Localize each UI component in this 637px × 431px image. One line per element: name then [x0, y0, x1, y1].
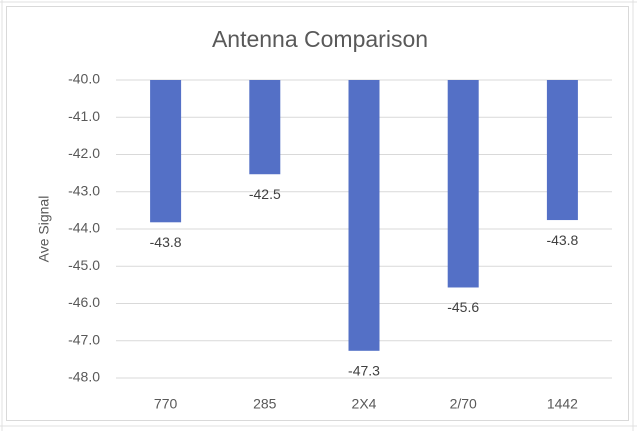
- bar: [150, 80, 182, 223]
- data-label: -45.6: [447, 299, 479, 315]
- y-tick-label: -44.0: [68, 220, 100, 236]
- bar: [348, 80, 380, 351]
- x-tick-label: 285: [253, 396, 277, 412]
- y-tick-label: -45.0: [68, 257, 100, 273]
- chart-title: Antenna Comparison: [212, 26, 428, 52]
- x-tick-label: 2X4: [352, 396, 377, 412]
- y-axis-title: Ave Signal: [36, 196, 52, 263]
- y-tick-label: -47.0: [68, 331, 100, 347]
- y-tick-label: -48.0: [68, 369, 100, 385]
- data-label: -42.5: [249, 186, 281, 202]
- y-tick-label: -40.0: [68, 71, 100, 87]
- y-tick-label: -46.0: [68, 294, 100, 310]
- bar: [447, 80, 479, 288]
- bar: [546, 80, 578, 221]
- y-tick-label: -43.0: [68, 182, 100, 198]
- data-label: -47.3: [348, 363, 380, 379]
- y-tick-label: -41.0: [68, 108, 100, 124]
- x-tick-label: 2/70: [450, 396, 477, 412]
- data-label: -43.8: [546, 232, 578, 248]
- chart-area: [6, 6, 629, 421]
- x-tick-label: 1442: [547, 396, 578, 412]
- data-label: -43.8: [150, 234, 182, 250]
- y-tick-label: -42.0: [68, 145, 100, 161]
- bar: [249, 80, 281, 175]
- x-tick-label: 770: [154, 396, 178, 412]
